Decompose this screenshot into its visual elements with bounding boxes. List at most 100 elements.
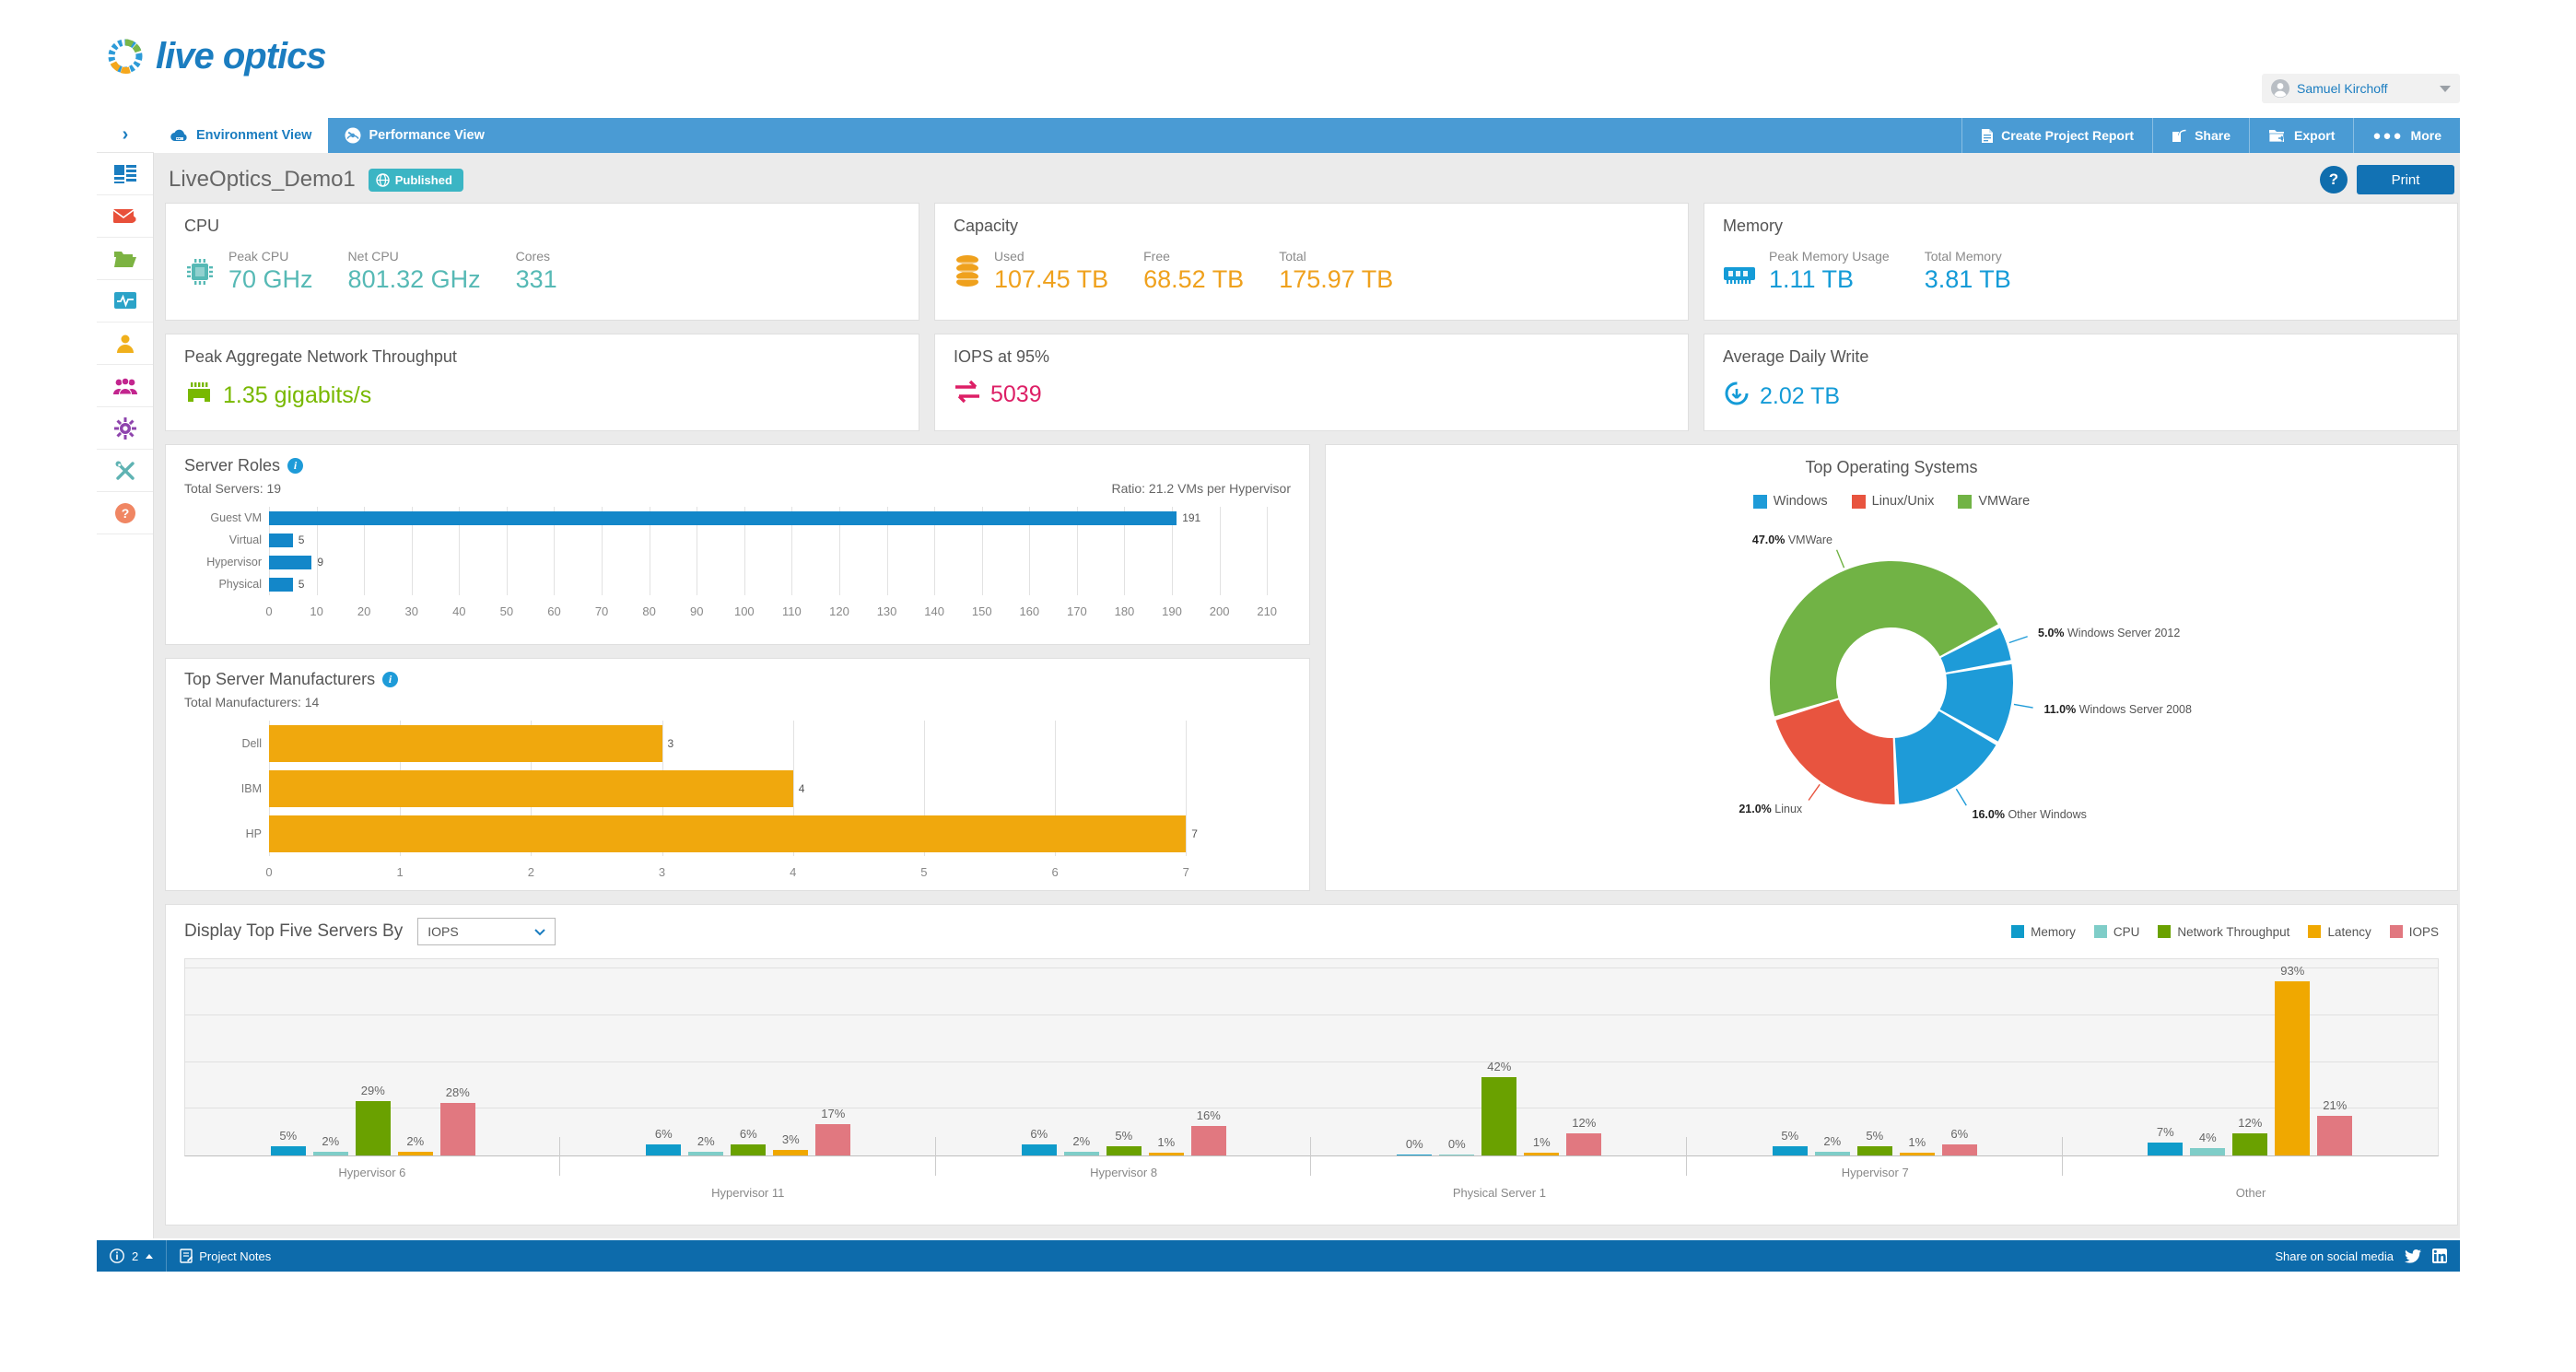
- sidebar-collapse-button[interactable]: ›: [97, 118, 154, 153]
- cpu-card: CPU Peak CPU 70 GHz Net CPU 801.32 GHz Cor…: [165, 203, 919, 321]
- navbar-row: › Environment View Performance View Crea…: [97, 118, 2460, 153]
- sidebar-item-dashboard[interactable]: [97, 153, 153, 195]
- bar-item: 0%: [1397, 1137, 1433, 1155]
- os-legend: Windows Linux/Unix VMWare: [1344, 494, 2439, 509]
- gridline: [981, 507, 983, 595]
- ethernet-icon: [184, 380, 214, 412]
- axis-tick-label: 80: [642, 604, 656, 618]
- legend-swatch: [2093, 925, 2107, 938]
- metric-label: Total: [1279, 249, 1306, 264]
- more-button[interactable]: ●●● More: [2353, 118, 2460, 153]
- legend-label: Linux/Unix: [1871, 494, 1935, 509]
- print-button[interactable]: Print: [2357, 165, 2454, 194]
- tab-performance-view[interactable]: Performance View: [328, 118, 500, 153]
- stat-cards-row-1: CPU Peak CPU 70 GHz Net CPU 801.32 GHz Cor…: [165, 203, 2458, 321]
- bar-item: 5%: [1106, 1129, 1142, 1155]
- group-label: Physical Server 1: [1452, 1186, 1546, 1200]
- create-project-report-button[interactable]: Create Project Report: [1961, 118, 2152, 153]
- legend-item[interactable]: IOPS: [2389, 925, 2439, 939]
- label-leader-line: [1835, 549, 1845, 569]
- bar-row: HP 7: [246, 811, 1291, 856]
- legend-item[interactable]: CPU: [2093, 925, 2139, 939]
- gridline: [411, 507, 413, 595]
- bar: [1063, 1151, 1099, 1155]
- dropdown-value: IOPS: [427, 924, 459, 939]
- bar: [269, 815, 1187, 852]
- category-label: IBM: [240, 781, 262, 795]
- bar-row: IBM 4: [241, 766, 1291, 811]
- bar-item: 2%: [1814, 1134, 1850, 1155]
- linkedin-icon[interactable]: [2432, 1249, 2447, 1263]
- bar-value-label: 5: [298, 534, 305, 546]
- bar-item: 6%: [731, 1127, 767, 1155]
- sidebar-item-tools[interactable]: [97, 450, 153, 492]
- info-icon[interactable]: i: [382, 672, 399, 687]
- bar-value-label: 3%: [781, 1132, 800, 1146]
- notifications-toggle[interactable]: 2: [97, 1240, 166, 1272]
- legend-item[interactable]: Network Throughput: [2158, 925, 2289, 939]
- bar-item: 12%: [2232, 1116, 2268, 1155]
- gridline: [554, 507, 556, 595]
- top-five-metric-dropdown[interactable]: IOPS: [417, 918, 556, 945]
- metric-label: Peak Memory Usage: [1769, 249, 1890, 264]
- share-button[interactable]: Share: [2152, 118, 2249, 153]
- gridline: [602, 507, 603, 595]
- sidebar-item-projects[interactable]: [97, 238, 153, 280]
- group-label: Hypervisor 7: [1841, 1166, 1909, 1179]
- bar-item: 6%: [1021, 1127, 1057, 1155]
- bar-value-label: 2%: [697, 1133, 715, 1148]
- legend-item[interactable]: Windows: [1752, 494, 1828, 509]
- database-icon: [954, 254, 981, 292]
- bar-value-label: 16%: [1196, 1108, 1221, 1122]
- category-label: Virtual: [228, 534, 262, 546]
- svg-text:?: ?: [121, 506, 129, 521]
- page-help-button[interactable]: ?: [2320, 166, 2348, 193]
- legend-item[interactable]: Memory: [2011, 925, 2076, 939]
- metric-value: 70 GHz: [228, 265, 313, 293]
- axis-tick-label: 7: [1182, 865, 1189, 879]
- bar-group: 7% 4% 12% 93% 21%: [2063, 959, 2439, 1155]
- label-leader-line: [1955, 788, 1967, 806]
- axis-tick-label: 90: [689, 604, 704, 618]
- bar: [2317, 1116, 2353, 1155]
- axis-tick-label: 6: [1051, 865, 1059, 879]
- project-notes-button[interactable]: Project Notes: [167, 1249, 284, 1263]
- sidebar-item-help[interactable]: ?: [97, 492, 153, 534]
- metric-label: Total Memory: [1924, 249, 2002, 264]
- legend-item[interactable]: Linux/Unix: [1851, 494, 1935, 509]
- sidebar-item-settings[interactable]: [97, 407, 153, 450]
- legend-item[interactable]: VMWare: [1958, 494, 2030, 509]
- metric-value: 175.97 TB: [1279, 265, 1394, 293]
- bar-item: 2%: [1063, 1134, 1099, 1155]
- info-icon[interactable]: i: [287, 458, 304, 474]
- display-top-five-label: Display Top Five Servers By: [184, 921, 404, 941]
- axis-tick-label: 210: [1257, 604, 1278, 618]
- tab-environment-view[interactable]: Environment View: [154, 118, 329, 153]
- gridline: [1267, 507, 1269, 595]
- export-button[interactable]: Export: [2249, 118, 2353, 153]
- user-menu[interactable]: Samuel Kirchoff: [2262, 74, 2460, 103]
- bar-value-label: 1%: [1908, 1135, 1926, 1149]
- bar-item: 0%: [1439, 1137, 1475, 1155]
- bar: [1106, 1145, 1142, 1155]
- sidebar-item-profile[interactable]: [97, 322, 153, 365]
- group-label: Hypervisor 8: [1090, 1166, 1158, 1179]
- bar: [815, 1123, 851, 1155]
- bar: [1190, 1125, 1226, 1155]
- stat-cards-row-2: Peak Aggregate Network Throughput 1.35 g…: [165, 334, 2458, 431]
- twitter-icon[interactable]: [2405, 1249, 2421, 1263]
- bar-value-label: 6%: [1950, 1126, 1969, 1141]
- category-label: Physical: [218, 578, 262, 591]
- metric-value: 331: [515, 265, 557, 293]
- legend-item[interactable]: Latency: [2308, 925, 2371, 939]
- bar-item: 2%: [312, 1134, 348, 1155]
- bar-item: 1%: [1524, 1135, 1560, 1155]
- bar-group: 5% 2% 29% 2% 28%: [185, 959, 561, 1155]
- axis-tick-label: 4: [790, 865, 797, 879]
- sidebar-item-team[interactable]: [97, 365, 153, 407]
- sidebar-item-invitations[interactable]: [97, 195, 153, 238]
- bar: [312, 1151, 348, 1155]
- notification-count: 2: [132, 1249, 139, 1263]
- donut-slice-label: 47.0% VMWare: [1751, 533, 1832, 546]
- sidebar-item-performance[interactable]: [97, 280, 153, 322]
